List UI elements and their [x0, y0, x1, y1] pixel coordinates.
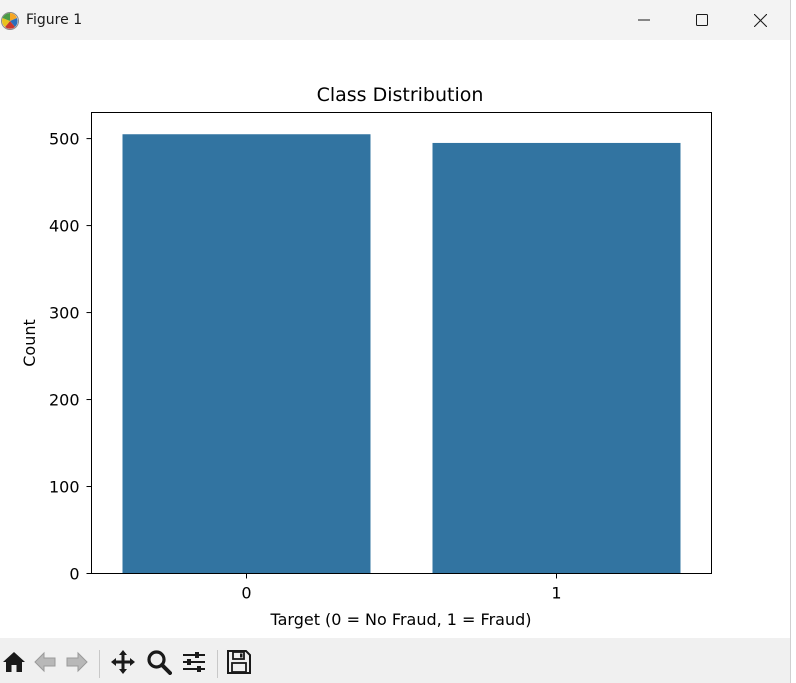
window-edge	[791, 0, 796, 683]
bars	[122, 134, 681, 574]
close-icon	[753, 13, 767, 27]
window-title: Figure 1	[26, 12, 83, 28]
toolbar-separator	[99, 650, 100, 678]
maximize-icon	[696, 14, 708, 26]
close-button[interactable]	[731, 0, 789, 40]
y-axis-label: Count	[20, 319, 39, 367]
pan-button[interactable]	[109, 648, 137, 680]
save-button[interactable]	[225, 648, 253, 680]
matplotlib-logo-icon	[0, 11, 20, 31]
bar-1	[432, 142, 681, 574]
bar-0	[122, 134, 371, 574]
forward-button[interactable]	[63, 648, 91, 680]
y-tick-label: 100	[49, 478, 80, 497]
y-tick-label: 0	[69, 565, 79, 584]
chart-title: Class Distribution	[317, 84, 484, 106]
plot-frame	[91, 112, 712, 574]
x-tick-label: 0	[241, 584, 251, 603]
y-axis: 0 100 200 300 400 500	[49, 130, 92, 584]
zoom-icon	[146, 649, 172, 679]
configure-subplots-button[interactable]	[180, 648, 208, 680]
toolbar-separator	[217, 650, 218, 678]
configure-subplots-icon	[181, 649, 207, 679]
y-tick-label: 500	[49, 130, 80, 149]
forward-icon	[65, 650, 89, 678]
title-bar[interactable]: Figure 1	[0, 0, 790, 40]
zoom-button[interactable]	[145, 648, 173, 680]
back-button[interactable]	[31, 648, 59, 680]
back-icon	[33, 650, 57, 678]
pan-icon	[110, 649, 136, 679]
y-tick-label: 200	[49, 391, 80, 410]
home-button[interactable]	[0, 648, 28, 680]
x-tick-label: 1	[551, 584, 561, 603]
y-tick-label: 300	[49, 304, 80, 323]
maximize-button[interactable]	[673, 0, 731, 40]
x-axis-label: Target (0 = No Fraud, 1 = Fraud)	[269, 610, 531, 629]
y-tick-label: 400	[49, 217, 80, 236]
minimize-icon	[638, 14, 650, 26]
home-icon	[2, 650, 26, 678]
minimize-button[interactable]	[615, 0, 673, 40]
save-icon	[226, 649, 252, 679]
